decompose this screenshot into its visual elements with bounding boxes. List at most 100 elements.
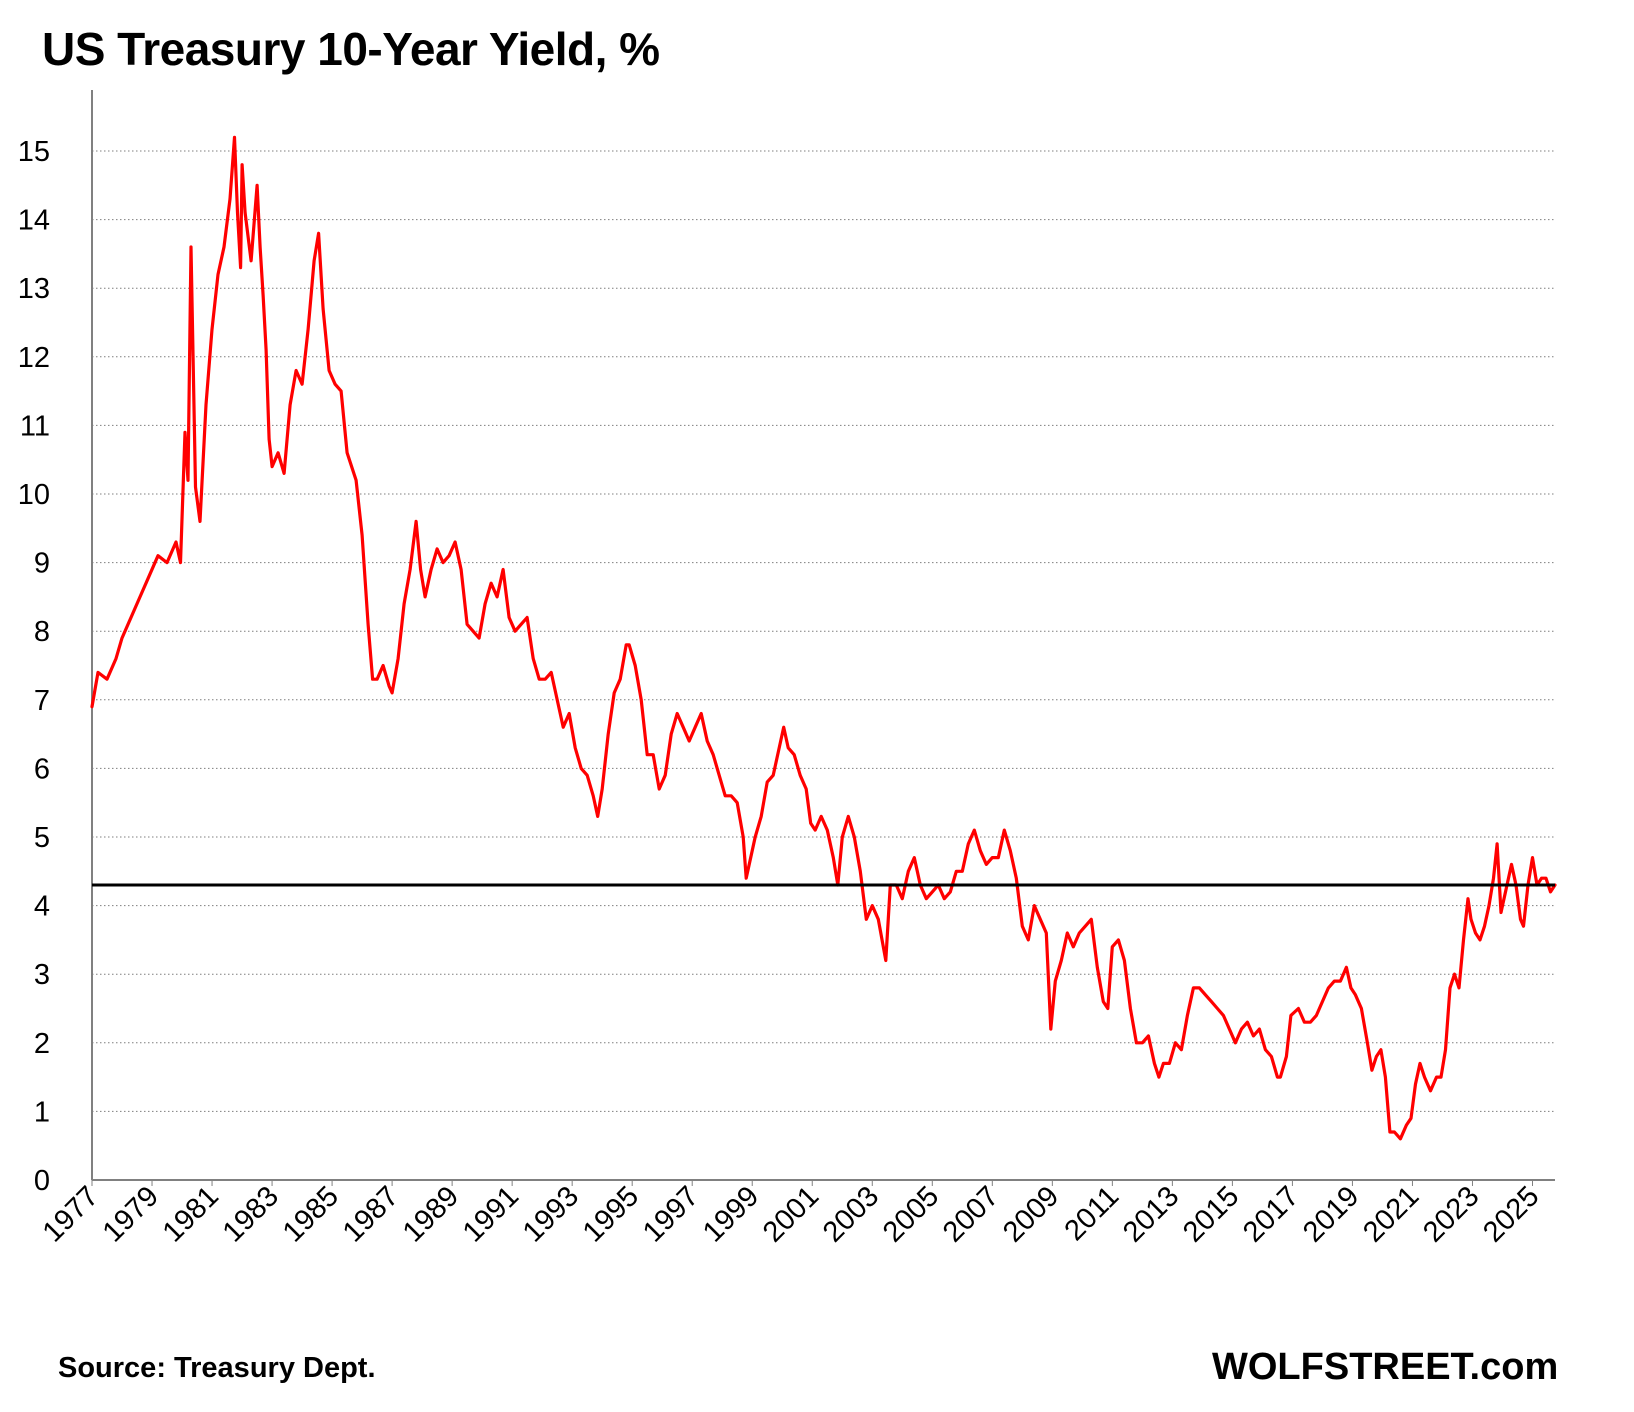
data-point-0-98 <box>646 753 648 756</box>
data-point-0-52 <box>382 664 384 667</box>
data-point-0-34 <box>277 452 279 454</box>
data-point-0-57 <box>409 568 411 571</box>
data-point-0-70 <box>484 603 486 605</box>
data-point-0-55 <box>397 657 399 660</box>
data-point-0-184 <box>1141 1042 1144 1044</box>
data-point-0-173 <box>1078 932 1081 934</box>
x-tick-label-2019: 2019 <box>1297 1180 1365 1248</box>
data-point-0-186 <box>1153 1062 1156 1065</box>
data-point-0-104 <box>682 726 684 728</box>
data-point-0-157 <box>985 863 988 866</box>
data-point-0-94 <box>625 644 627 646</box>
axes <box>91 90 1555 1186</box>
x-tick-label-2015: 2015 <box>1177 1180 1245 1248</box>
y-tick-label-9: 9 <box>34 548 50 580</box>
data-point-0-88 <box>592 795 594 797</box>
data-point-0-47 <box>355 479 357 482</box>
data-point-0-40 <box>313 260 315 262</box>
data-point-0-239 <box>1444 1048 1447 1051</box>
data-point-0-115 <box>745 877 747 879</box>
data-point-0-195 <box>1204 994 1207 996</box>
data-point-0-129 <box>820 815 822 818</box>
data-point-0-194 <box>1198 987 1201 989</box>
data-point-0-210 <box>1290 1014 1292 1017</box>
y-tick-label-12: 12 <box>18 342 50 374</box>
data-point-0-60 <box>424 596 426 598</box>
data-point-0-199 <box>1228 1028 1231 1030</box>
y-tick-label-6: 6 <box>34 753 50 785</box>
data-point-0-179 <box>1111 946 1114 948</box>
data-point-0-22 <box>233 136 236 139</box>
data-point-0-182 <box>1129 1007 1132 1010</box>
data-point-0-203 <box>1252 1035 1255 1037</box>
data-point-0-78 <box>532 657 534 660</box>
x-tick-label-1983: 1983 <box>217 1180 285 1248</box>
data-point-0-92 <box>613 692 615 694</box>
data-point-0-212 <box>1303 1021 1306 1023</box>
data-point-0-44 <box>334 383 336 386</box>
data-point-0-235 <box>1423 1076 1426 1078</box>
data-point-0-168 <box>1050 1028 1052 1030</box>
x-tick-label-1995: 1995 <box>577 1180 645 1248</box>
data-point-0-246 <box>1474 932 1477 934</box>
x-tick-label-1989: 1989 <box>397 1180 465 1248</box>
y-tick-label-10: 10 <box>18 479 50 511</box>
data-point-0-169 <box>1054 980 1057 982</box>
data-point-0-73 <box>502 568 504 571</box>
x-tick-label-2023: 2023 <box>1417 1180 1485 1248</box>
data-point-0-31 <box>265 349 267 351</box>
data-point-0-41 <box>317 232 320 235</box>
data-point-0-36 <box>289 404 291 406</box>
data-point-0-174 <box>1084 925 1087 927</box>
data-point-0-124 <box>793 753 795 756</box>
data-point-0-15 <box>194 486 197 488</box>
data-point-0-121 <box>778 747 780 749</box>
x-tick-label-1993: 1993 <box>517 1180 585 1248</box>
data-point-0-123 <box>787 747 789 749</box>
data-point-0-225 <box>1375 1055 1378 1058</box>
data-point-0-24 <box>239 266 242 269</box>
data-point-0-148 <box>931 891 934 893</box>
data-point-0-245 <box>1470 918 1472 921</box>
y-tick-label-11: 11 <box>20 410 50 442</box>
data-point-0-181 <box>1123 959 1126 962</box>
data-point-0-125 <box>799 774 801 777</box>
data-point-0-139 <box>877 918 880 921</box>
data-point-0-120 <box>772 774 774 777</box>
data-point-0-25 <box>241 163 243 166</box>
data-point-0-116 <box>749 856 752 859</box>
data-point-0-5 <box>130 616 132 619</box>
data-point-0-42 <box>322 308 324 310</box>
data-point-0-48 <box>361 534 363 536</box>
y-tick-label-1: 1 <box>34 1096 50 1128</box>
data-point-0-26 <box>244 211 246 214</box>
data-point-0-89 <box>596 815 599 818</box>
data-point-0-189 <box>1168 1062 1171 1065</box>
data-point-0-196 <box>1210 1000 1213 1003</box>
y-tick-label-8: 8 <box>34 616 50 648</box>
data-point-0-29 <box>259 246 261 248</box>
data-point-0-28 <box>256 184 258 187</box>
data-point-0-110 <box>718 774 720 777</box>
data-point-0-188 <box>1162 1062 1165 1065</box>
data-point-0-96 <box>634 664 636 667</box>
x-tick-label-2003: 2003 <box>817 1180 885 1248</box>
data-point-0-107 <box>700 712 702 715</box>
data-point-0-32 <box>268 438 270 440</box>
brand-watermark: WOLFSTREET.com <box>1212 1346 1559 1388</box>
data-point-0-262 <box>1545 877 1547 879</box>
data-point-0-0 <box>91 705 93 708</box>
data-point-0-216 <box>1327 987 1330 989</box>
data-point-0-64 <box>448 554 450 557</box>
data-point-0-100 <box>658 788 660 790</box>
data-point-0-67 <box>466 623 468 626</box>
data-point-0-180 <box>1117 939 1120 941</box>
data-point-0-90 <box>601 788 603 790</box>
data-point-0-192 <box>1186 1014 1189 1017</box>
data-point-0-201 <box>1240 1028 1243 1030</box>
data-point-0-171 <box>1066 932 1069 934</box>
data-point-0-112 <box>730 795 732 797</box>
y-tick-label-14: 14 <box>18 205 50 237</box>
data-point-0-164 <box>1027 939 1030 941</box>
data-point-0-86 <box>580 767 582 770</box>
